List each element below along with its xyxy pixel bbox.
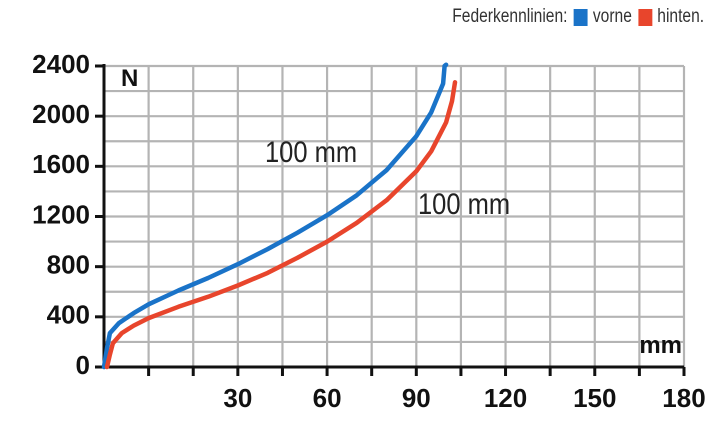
series-line-vorne [101, 62, 449, 370]
legend-title: Federkennlinien: [452, 6, 568, 27]
x-tick-label: 60 [313, 383, 342, 413]
x-tick-label: 30 [223, 383, 252, 413]
legend-label-vorne: vorne [592, 6, 632, 27]
y-tick-label: 1200 [32, 199, 90, 229]
x-tick-label: 180 [662, 383, 705, 413]
x-tick-label: 90 [402, 383, 431, 413]
y-tick-label: 400 [47, 300, 90, 330]
legend-swatch-vorne [573, 8, 588, 26]
legend-swatch-hinten [638, 8, 653, 26]
legend-label-hinten: hinten. [657, 6, 704, 27]
y-tick-label: 2000 [32, 99, 90, 129]
x-tick-label: 120 [484, 383, 527, 413]
annotation-hinten: 100 mm [418, 187, 510, 220]
x-tick-label: 150 [573, 383, 616, 413]
y-tick-label: 0 [76, 350, 90, 380]
annotation-vorne: 100 mm [265, 135, 357, 168]
y-tick-label: 1600 [32, 149, 90, 179]
y-tick-label: 2400 [32, 49, 90, 79]
y-axis-label: N [121, 65, 138, 92]
y-tick-label: 800 [47, 250, 90, 280]
legend: Federkennlinien: vorne hinten. [452, 6, 704, 28]
x-axis-label: mm [639, 332, 682, 359]
series-line-hinten [104, 80, 458, 370]
